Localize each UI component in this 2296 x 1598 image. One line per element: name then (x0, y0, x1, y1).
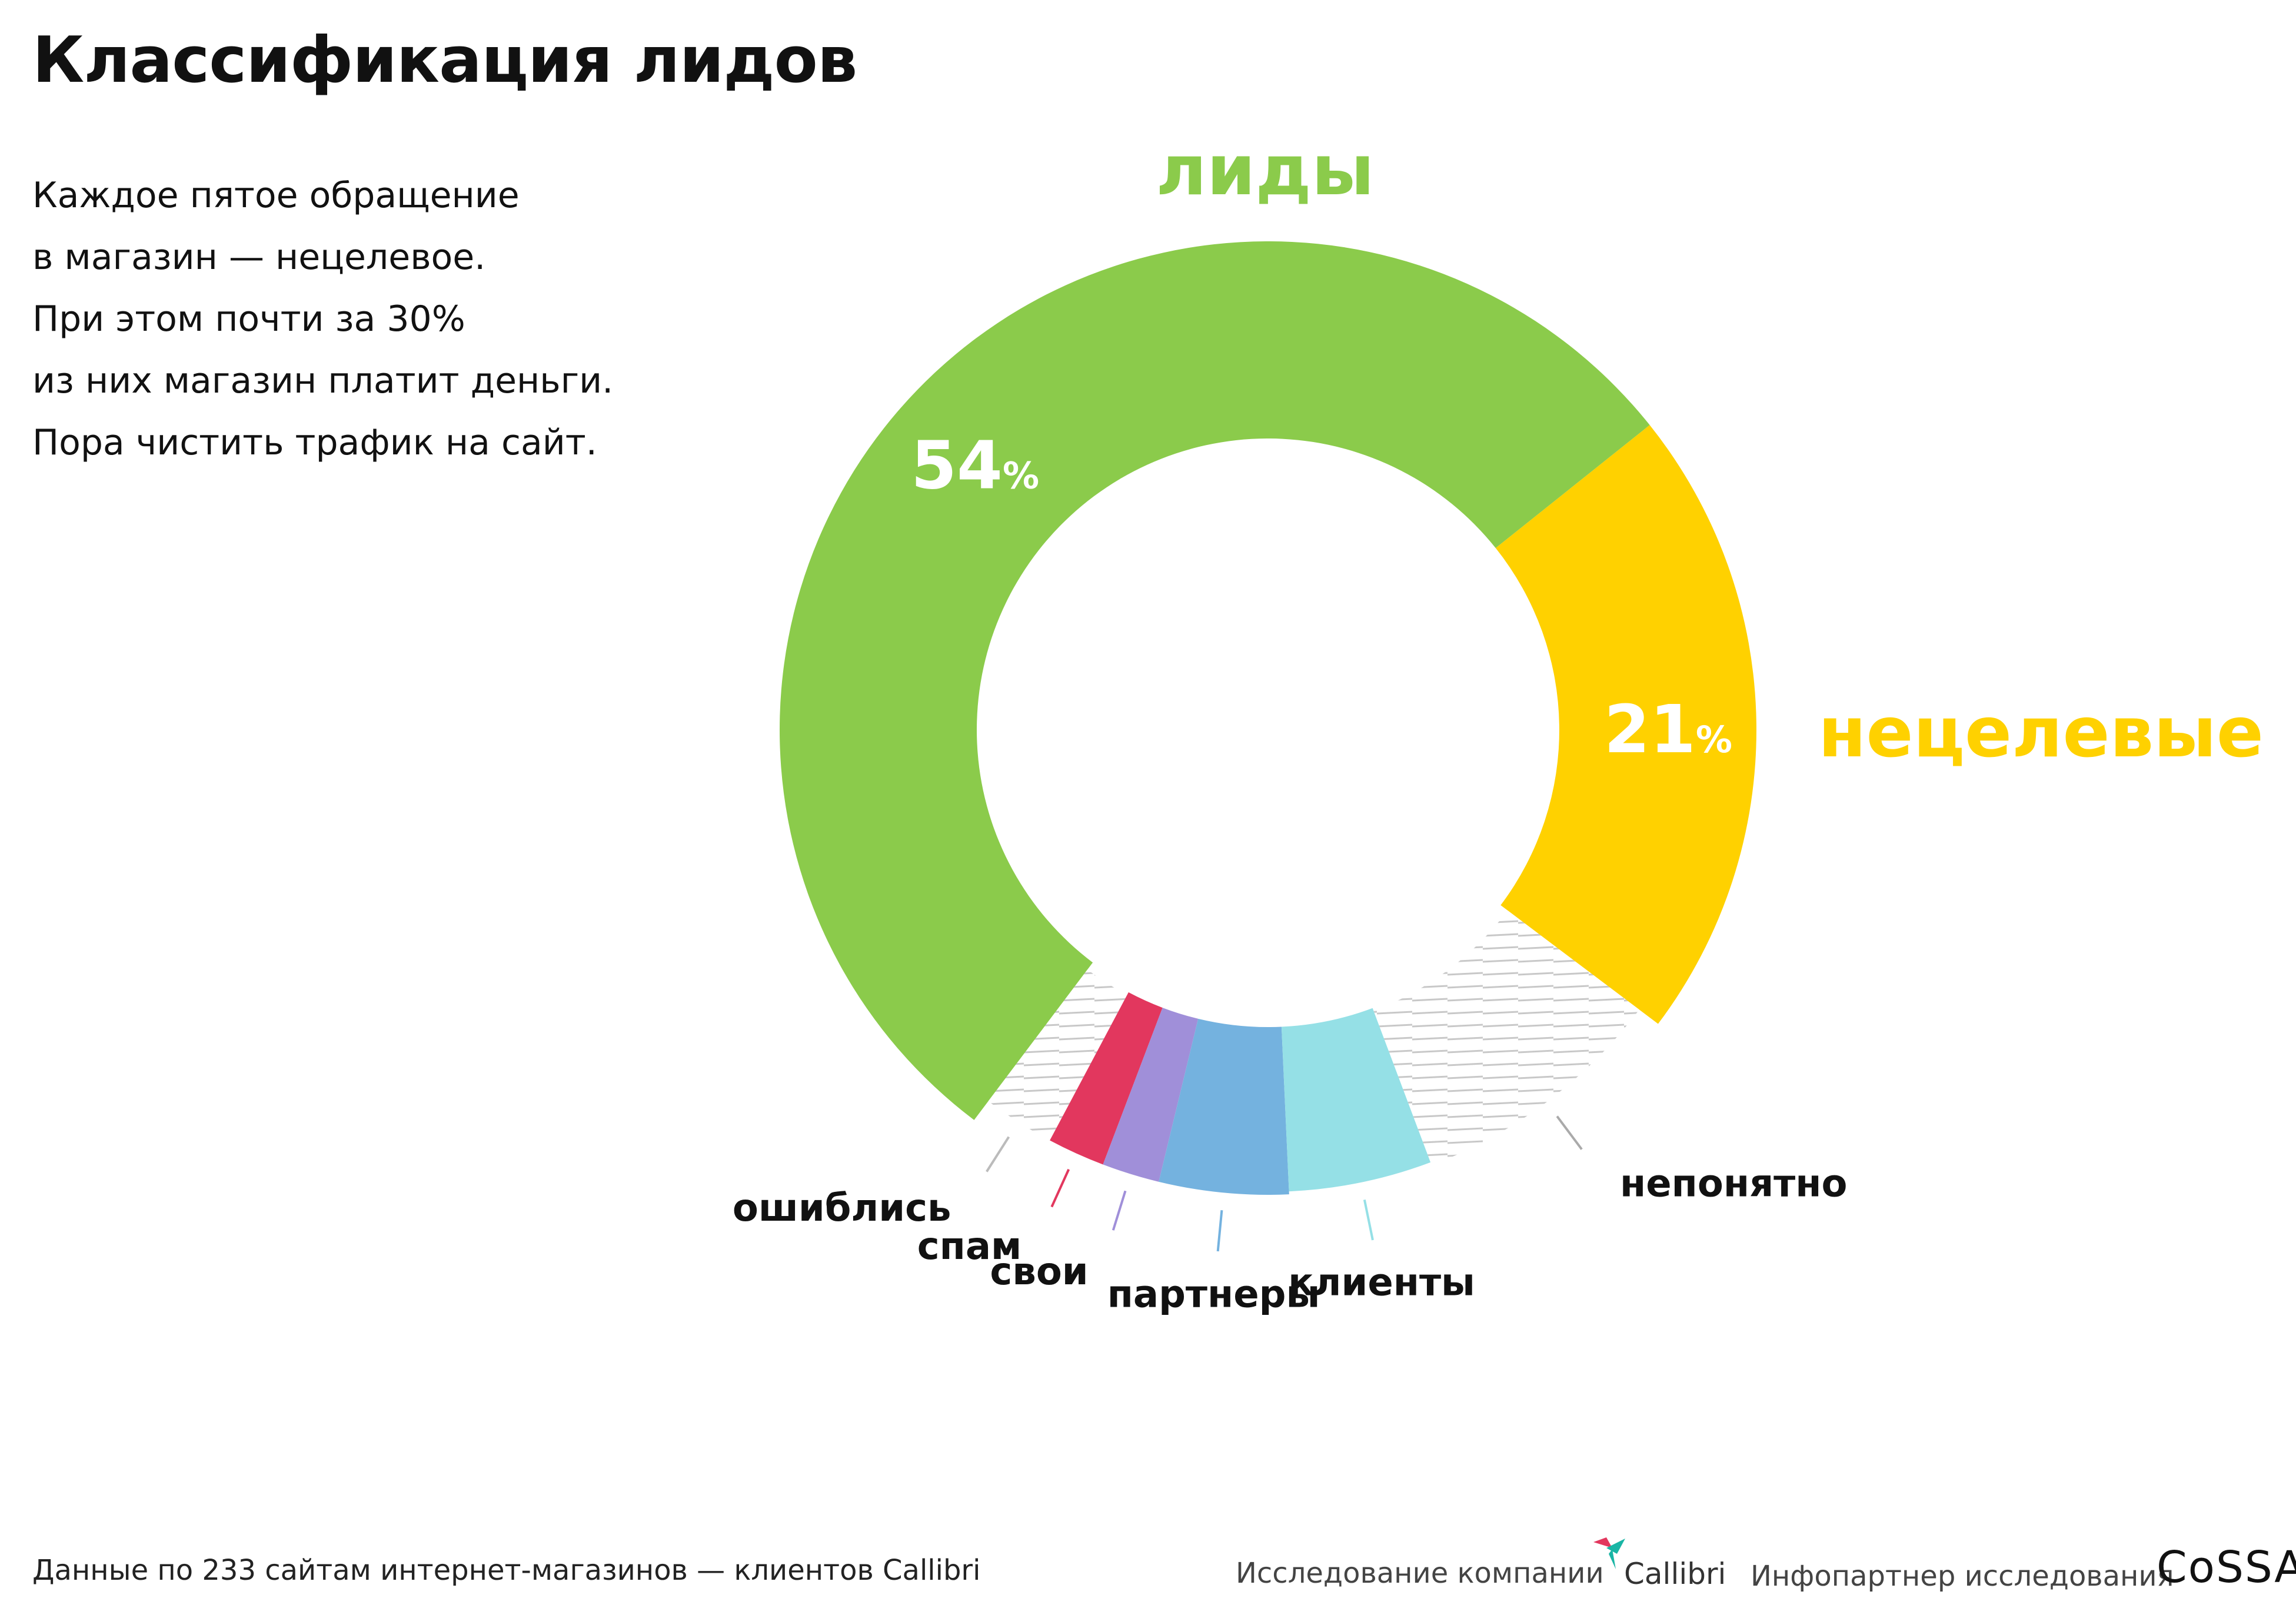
tick-партнеры (1216, 1210, 1223, 1252)
description: Каждое пятое обращение в магазин — нецел… (32, 165, 613, 474)
callibri-logo-text: Callibri (1624, 1557, 1726, 1591)
callibri-logo-icon (1593, 1537, 1625, 1569)
description-line: Каждое пятое обращение (32, 175, 520, 216)
description-line: Пора чистить трафик на сайт. (32, 422, 597, 463)
group-label-leads: лиды (1156, 129, 1374, 211)
tick-спам (1050, 1168, 1070, 1208)
page-title: Классификация лидов (32, 24, 857, 97)
slice-leads (780, 241, 1650, 1120)
footer-source: Данные по 233 сайтам интернет-магазинов … (32, 1554, 981, 1587)
slice-свои (1103, 1008, 1199, 1182)
tick-непонятно (1556, 1115, 1583, 1150)
label-партнеры: партнеры (1107, 1273, 1320, 1317)
cossa-logo: CoSSA (2157, 1542, 2296, 1593)
tick-свои (1112, 1190, 1127, 1231)
label-спам: спам (917, 1225, 1022, 1268)
label-ошиблись: ошиблись (733, 1187, 951, 1230)
slice-партнеры (1159, 1018, 1289, 1195)
label-непонятно: непонятно (1620, 1162, 1847, 1206)
description-line: из них магазин платит деньги. (32, 360, 614, 401)
value-label-non-target: 21% (1604, 692, 1732, 768)
group-label-non-target: нецелевые (1818, 692, 2264, 773)
footer-research-label: Исследование компании (1236, 1557, 1604, 1590)
label-свои: свои (990, 1250, 1088, 1294)
slice-ошиблись (988, 969, 1127, 1141)
description-line: в магазин — нецелевое. (32, 237, 486, 278)
value-label-leads: 54% (911, 428, 1039, 504)
footer-partner-label: Инфопартнер исследования (1751, 1560, 2174, 1593)
slice-спам (1050, 992, 1163, 1165)
slice-non-target (1495, 425, 1756, 1024)
description-line: При этом почти за 30% (32, 298, 465, 340)
slice-клиенты (1281, 1008, 1431, 1192)
tick-ошиблись (986, 1136, 1010, 1172)
tick-клиенты (1363, 1199, 1374, 1241)
slice-непонятно (1373, 910, 1639, 1165)
label-клиенты: клиенты (1288, 1261, 1475, 1304)
